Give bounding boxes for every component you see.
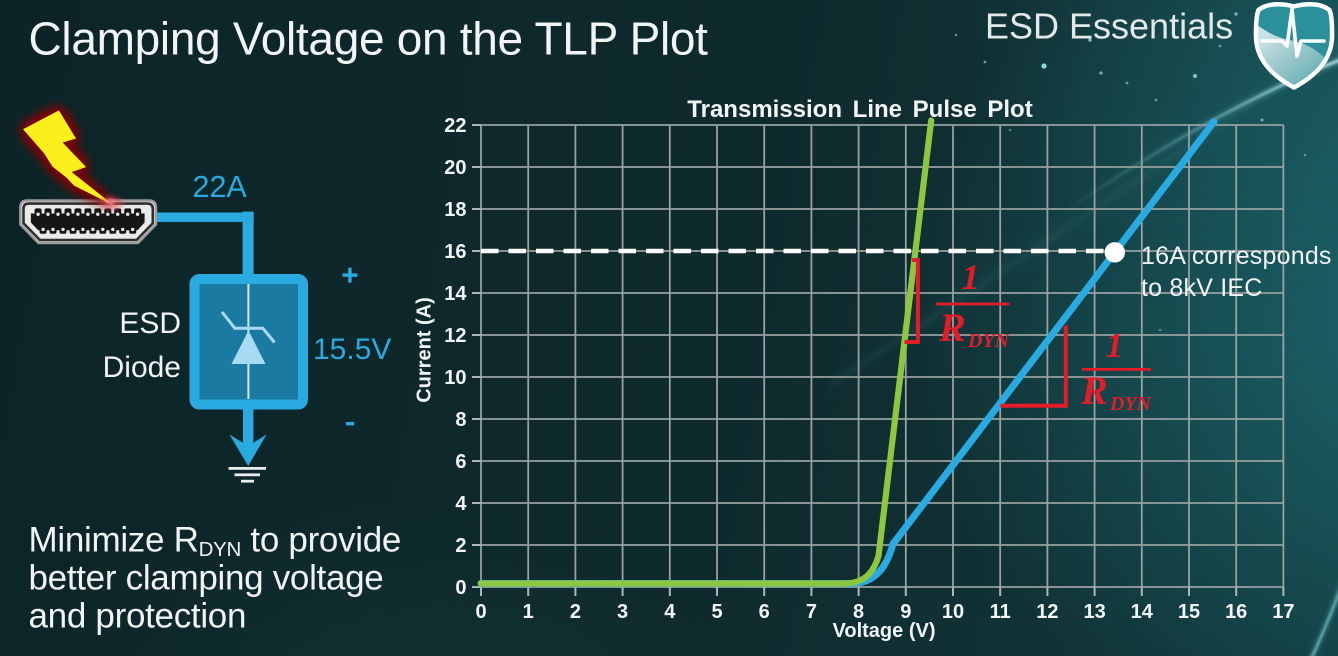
svg-text:12: 12	[1036, 601, 1058, 623]
svg-text:1: 1	[523, 601, 534, 623]
svg-text:22A: 22A	[193, 170, 248, 204]
svg-text:12: 12	[444, 325, 466, 347]
svg-text:14: 14	[444, 283, 467, 305]
svg-text:6: 6	[455, 451, 466, 473]
svg-text:Minimize RDYN to provide: Minimize RDYN to provide	[29, 520, 402, 561]
svg-text:9: 9	[900, 601, 911, 623]
svg-text:15: 15	[1178, 601, 1200, 623]
svg-text:14: 14	[1131, 601, 1154, 623]
svg-text:Voltage (V): Voltage (V)	[833, 620, 936, 642]
svg-text:10: 10	[942, 601, 964, 623]
svg-text:16: 16	[444, 241, 466, 263]
svg-text:16A corresponds: 16A corresponds	[1141, 242, 1332, 270]
svg-text:DYN: DYN	[967, 330, 1011, 352]
svg-text:ESD Essentials: ESD Essentials	[985, 6, 1233, 47]
svg-text:0: 0	[475, 601, 486, 623]
svg-text:4: 4	[455, 493, 467, 515]
svg-text:11: 11	[990, 601, 1011, 623]
svg-text:ESD: ESD	[119, 307, 181, 340]
svg-text:Diode: Diode	[103, 351, 181, 384]
svg-text:R: R	[1080, 368, 1108, 413]
svg-text:to 8kV IEC: to 8kV IEC	[1141, 274, 1263, 302]
svg-text:5: 5	[711, 601, 722, 623]
svg-text:13: 13	[1083, 601, 1105, 623]
svg-text:Clamping Voltage on the TLP Pl: Clamping Voltage on the TLP Plot	[29, 12, 709, 64]
svg-text:18: 18	[444, 199, 466, 221]
svg-text:4: 4	[664, 601, 676, 623]
svg-text:8: 8	[853, 601, 864, 623]
svg-text:1: 1	[1106, 325, 1124, 365]
svg-text:R: R	[938, 305, 966, 350]
svg-text:7: 7	[806, 601, 817, 623]
svg-text:Current (A): Current (A)	[414, 297, 436, 403]
svg-text:0: 0	[455, 577, 466, 599]
svg-text:8: 8	[455, 409, 466, 431]
svg-text:15.5V: 15.5V	[313, 333, 391, 366]
svg-text:6: 6	[759, 601, 770, 623]
svg-text:22: 22	[444, 115, 466, 137]
svg-text:better clamping voltage: better clamping voltage	[29, 558, 384, 597]
svg-text:20: 20	[444, 157, 466, 179]
svg-text:DYN: DYN	[1109, 393, 1153, 415]
svg-text:2: 2	[570, 601, 581, 623]
svg-text:16: 16	[1225, 601, 1247, 623]
svg-text:10: 10	[444, 367, 466, 389]
svg-text:and protection: and protection	[29, 596, 247, 635]
svg-text:17: 17	[1272, 601, 1294, 623]
svg-text:1: 1	[962, 257, 980, 297]
svg-text:2: 2	[455, 535, 466, 557]
svg-text:3: 3	[617, 601, 628, 623]
svg-text:Transmission Line Pulse Plot: Transmission Line Pulse Plot	[687, 96, 1032, 123]
